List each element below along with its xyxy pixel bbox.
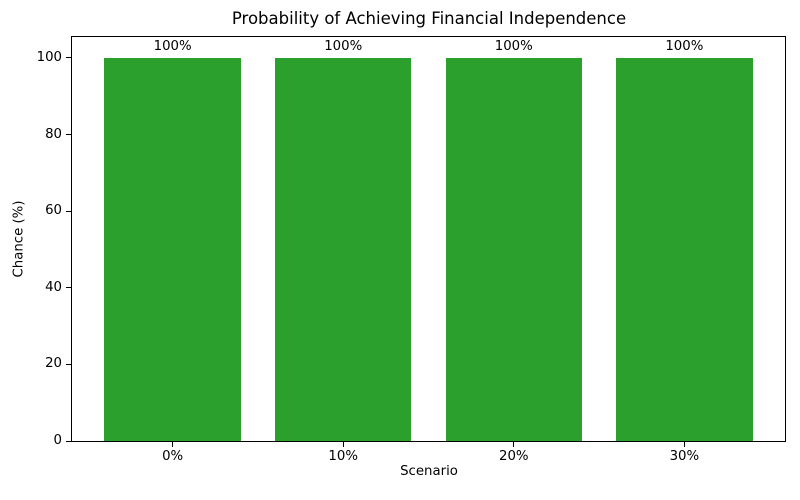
bar: [616, 57, 753, 441]
x-tick-label: 20%: [499, 449, 529, 464]
x-tick-mark: [342, 442, 344, 447]
y-tick-label: 80: [45, 126, 62, 142]
plot-area: 0 20 40 60 80 100 100% 0% 100% 10% 100% 20% 100% 30%: [37, 36, 786, 464]
chart-title: Probability of Achieving Financial Indep…: [231, 9, 627, 28]
y-tick-mark: [66, 210, 71, 212]
y-tick-label: 40: [45, 279, 62, 295]
y-tick-mark: [66, 440, 71, 442]
bar: [445, 57, 582, 441]
bar-value-label: 100%: [494, 38, 533, 54]
y-tick-label: 100: [36, 49, 62, 65]
bar-value-label: 100%: [153, 38, 192, 54]
y-tick-label: 60: [45, 203, 62, 219]
y-tick-mark: [66, 363, 71, 365]
y-tick-mark: [66, 57, 71, 59]
bar-value-label: 100%: [324, 38, 363, 54]
x-tick-mark: [683, 442, 685, 447]
x-tick-mark: [513, 442, 515, 447]
bar: [104, 57, 241, 441]
bar: [274, 57, 412, 441]
x-axis-label: Scenario: [400, 464, 458, 479]
y-tick-label: 0: [53, 433, 62, 448]
x-tick-label: 10%: [328, 449, 358, 464]
y-tick-mark: [66, 287, 71, 289]
bar-value-label: 100%: [665, 38, 704, 54]
y-tick-mark: [66, 134, 71, 135]
x-tick-label: 30%: [669, 449, 700, 464]
x-tick-label: 0%: [162, 449, 184, 464]
y-tick-label: 20: [45, 356, 62, 372]
x-tick-mark: [172, 442, 174, 447]
